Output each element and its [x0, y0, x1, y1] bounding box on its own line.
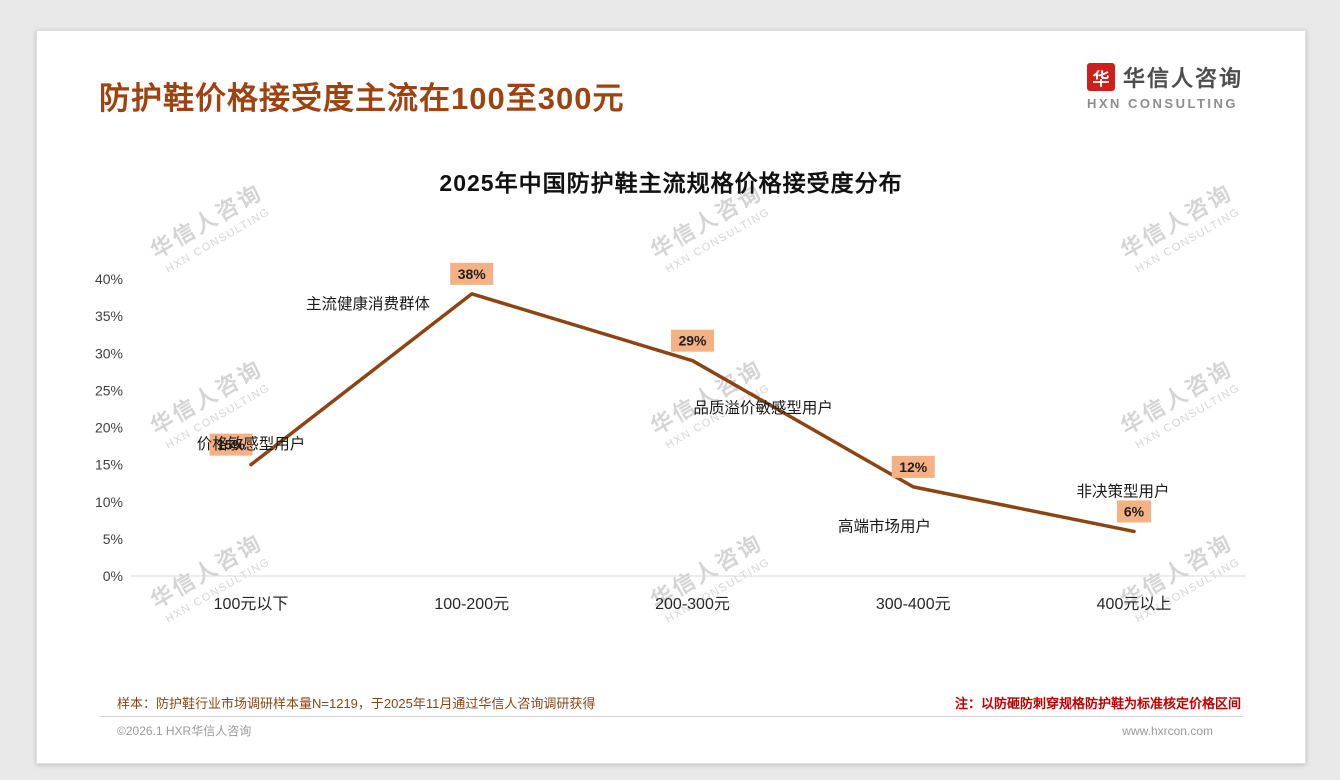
value-label-box [671, 329, 714, 352]
x-category-label: 200-300元 [655, 596, 730, 613]
x-category-label: 100-200元 [434, 596, 509, 613]
y-tick-label: 15% [95, 457, 123, 473]
chart-annotation: 价格敏感型用户 [197, 435, 306, 453]
chart-title: 2025年中国防护鞋主流规格价格接受度分布 [439, 170, 903, 196]
y-tick-label: 20% [95, 420, 123, 436]
logo-name: 华信人咨询 [1122, 66, 1243, 91]
y-tick-label: 10% [95, 494, 123, 510]
logo-subtitle: HXN CONSULTING [1086, 96, 1239, 111]
page-title: 防护鞋价格接受度主流在100至300元 [99, 81, 625, 116]
price-acceptance-line-chart: 0% 5% 10% 15% 20% 25% 30% 35% 40% 100元以下 100-200元 2… [95, 262, 1246, 613]
value-label-box [450, 262, 494, 285]
slide-card: 华信人咨询 HXN CONSULTING 华信人咨询 HXN CONSULTING 华信… [36, 30, 1306, 764]
y-tick-label: 40% [95, 271, 123, 287]
y-tick-label: 25% [95, 382, 123, 398]
value-label: 12% [899, 459, 928, 475]
x-category-label: 300-400元 [876, 596, 951, 613]
copyright: ©2026.1 HXR华信人咨询 [117, 724, 252, 738]
value-label: 15% [217, 437, 246, 453]
x-category-label: 100元以下 [214, 596, 289, 613]
value-label-box [209, 433, 253, 456]
chart-annotation: 品质溢价敏感型用户 [693, 399, 833, 417]
value-label-box [1117, 500, 1151, 523]
website-text: www.hxrcon.com [1122, 723, 1213, 738]
value-label: 6% [1124, 503, 1145, 519]
value-label: 29% [678, 333, 707, 349]
chart-annotation: 非决策型用户 [1076, 482, 1169, 500]
logo-row: 华 华信人咨询 [1086, 61, 1243, 93]
logo: 华 华信人咨询 HXN CONSULTING [1086, 61, 1243, 111]
footer-bar: ©2026.1 HXR华信人咨询 www.hxrcon.com [117, 722, 1213, 739]
y-tick-label: 0% [103, 568, 123, 584]
line-series [249, 292, 1136, 534]
value-label-box [891, 455, 935, 478]
pricing-basis-note: 注：以防砸防刺穿规格防护鞋为标准核定价格区间 [954, 696, 1241, 711]
value-label: 38% [458, 266, 487, 282]
chart-annotation: 高端市场用户 [838, 517, 931, 535]
sample-note: 样本：防护鞋行业市场调研样本量N=1219，于2025年11月通过华信人咨询调研… [117, 696, 596, 711]
notes-row: 样本：防护鞋行业市场调研样本量N=1219，于2025年11月通过华信人咨询调研… [117, 693, 1241, 712]
y-tick-label: 35% [95, 308, 123, 324]
y-tick-label: 30% [95, 345, 123, 361]
y-tick-label: 5% [103, 531, 123, 547]
chart-annotation: 主流健康消费群体 [306, 295, 431, 313]
logo-icon: 华 [1086, 63, 1115, 91]
x-category-label: 400元以上 [1097, 595, 1172, 613]
footer-divider [99, 716, 1243, 717]
